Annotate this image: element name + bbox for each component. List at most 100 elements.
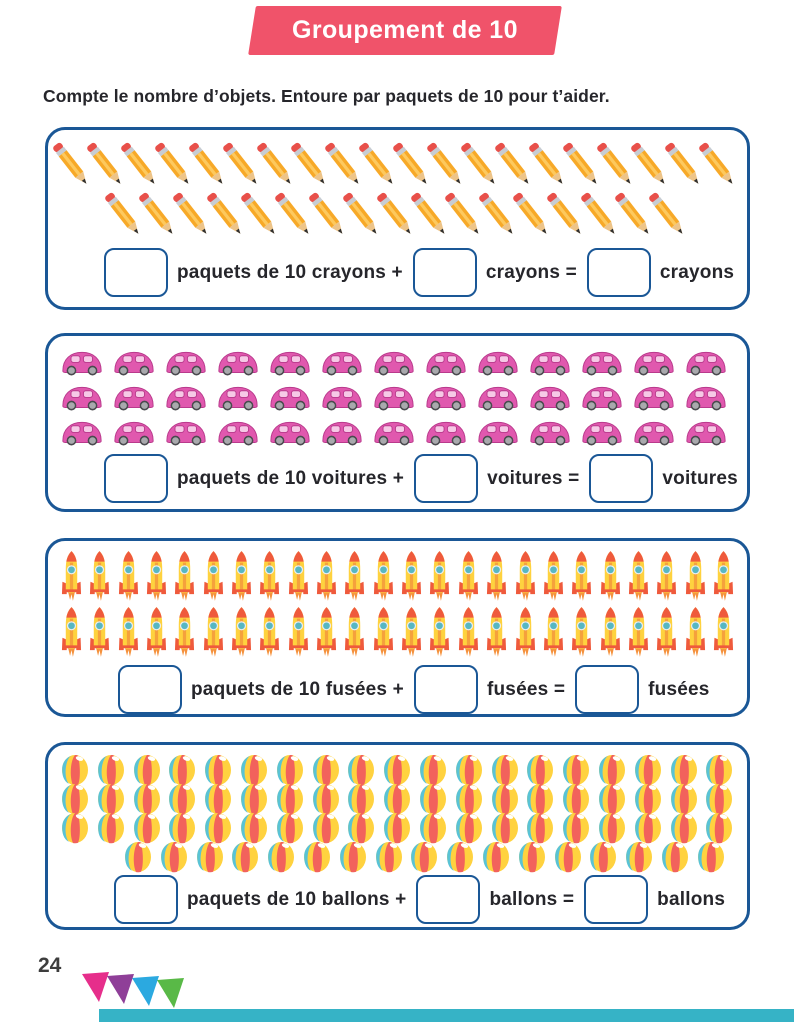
pencil-icon (428, 138, 462, 190)
car-icon (268, 381, 320, 411)
ballons-row (48, 783, 747, 812)
rocket-icon (373, 549, 394, 603)
car-icon (268, 346, 320, 376)
rocket-icon (316, 605, 337, 659)
ball-icon (312, 812, 348, 844)
ballons-row (48, 754, 747, 783)
car-icon (372, 381, 424, 411)
ball-icon (240, 754, 276, 786)
ball-icon (670, 754, 706, 786)
fusees-row (48, 549, 747, 605)
rocket-icon (203, 549, 224, 603)
rocket-icon (61, 605, 82, 659)
answer-label: paquets de 10 voitures + (177, 467, 405, 489)
car-icon (476, 416, 528, 446)
answer-box-total[interactable] (586, 248, 651, 297)
rocket-icon (89, 605, 110, 659)
answer-box-paquets[interactable] (118, 665, 182, 714)
pencil-icon (276, 188, 310, 240)
ball-icon (455, 783, 491, 815)
rocket-icon (429, 605, 450, 659)
pencil-icon (190, 138, 224, 190)
ball-icon (204, 754, 240, 786)
answer-box-paquets[interactable] (104, 248, 168, 297)
pencil-icon (616, 188, 650, 240)
car-icon (60, 381, 112, 411)
pencil-icon (88, 138, 122, 190)
rocket-icon (515, 605, 536, 659)
answer-box-total[interactable] (584, 875, 649, 924)
answer-box-units[interactable] (414, 454, 479, 503)
ball-icon (562, 783, 598, 815)
car-icon (372, 346, 424, 376)
answer-label: paquets de 10 ballons + (187, 888, 407, 910)
answer-box-units[interactable] (412, 248, 477, 297)
rocket-icon (486, 605, 507, 659)
ball-icon (634, 812, 670, 844)
car-icon (112, 346, 164, 376)
ball-icon (312, 754, 348, 786)
ball-icon (491, 812, 527, 844)
ball-icon (518, 841, 554, 873)
car-icon (476, 346, 528, 376)
rocket-icon (515, 549, 536, 603)
ballons-answer-row: paquets de 10 ballons + ballons = ballon… (114, 875, 747, 924)
voitures-row (48, 381, 747, 411)
crayons-section: paquets de 10 crayons + crayons = crayon… (45, 127, 750, 310)
ball-icon (124, 841, 160, 873)
car-icon (268, 416, 320, 446)
car-icon (424, 381, 476, 411)
ball-icon (383, 754, 419, 786)
answer-box-units[interactable] (416, 875, 481, 924)
pencil-icon (174, 188, 208, 240)
answer-label: paquets de 10 fusées + (191, 678, 404, 700)
car-icon (476, 381, 528, 411)
footer-bar (99, 1009, 794, 1022)
ball-icon (97, 754, 133, 786)
fusees-items (48, 541, 747, 661)
rocket-icon (628, 605, 649, 659)
car-icon (424, 416, 476, 446)
rocket-icon (259, 549, 280, 603)
car-icon (320, 346, 372, 376)
pencil-icon (514, 188, 548, 240)
car-icon (580, 416, 632, 446)
ball-icon (240, 783, 276, 815)
crayons-answer-row: paquets de 10 crayons + crayons = crayon… (104, 248, 747, 297)
ball-icon (168, 754, 204, 786)
ball-icon (562, 812, 598, 844)
ball-icon (705, 783, 741, 815)
answer-label: crayons = (485, 261, 577, 283)
ball-icon (491, 783, 527, 815)
ballons-section: paquets de 10 ballons + ballons = ballon… (45, 742, 750, 930)
page-number: 24 (38, 954, 62, 977)
answer-label: fusées = (486, 678, 566, 700)
pencil-icon (394, 138, 428, 190)
car-icon (112, 416, 164, 446)
crayons-row (48, 138, 747, 190)
ball-icon (705, 754, 741, 786)
answer-box-paquets[interactable] (104, 454, 168, 503)
pencil-icon (156, 138, 190, 190)
ball-icon (670, 812, 706, 844)
rocket-icon (231, 605, 252, 659)
rocket-icon (628, 549, 649, 603)
pencil-icon (122, 138, 156, 190)
answer-label: voitures = (487, 467, 580, 489)
answer-box-units[interactable] (413, 665, 478, 714)
answer-box-total[interactable] (589, 454, 654, 503)
ball-icon (347, 783, 383, 815)
pennant-flag (132, 976, 159, 1006)
ball-icon (347, 754, 383, 786)
pencil-icon (378, 188, 412, 240)
ball-icon (598, 754, 634, 786)
answer-box-paquets[interactable] (114, 875, 178, 924)
pennant-flag (157, 978, 184, 1008)
ball-icon (61, 754, 97, 786)
rocket-icon (401, 605, 422, 659)
instruction-text: Compte le nombre d’objets. Entoure par p… (43, 86, 610, 106)
rocket-icon (713, 549, 734, 603)
car-icon (580, 381, 632, 411)
answer-box-total[interactable] (575, 665, 640, 714)
ball-icon (276, 783, 312, 815)
